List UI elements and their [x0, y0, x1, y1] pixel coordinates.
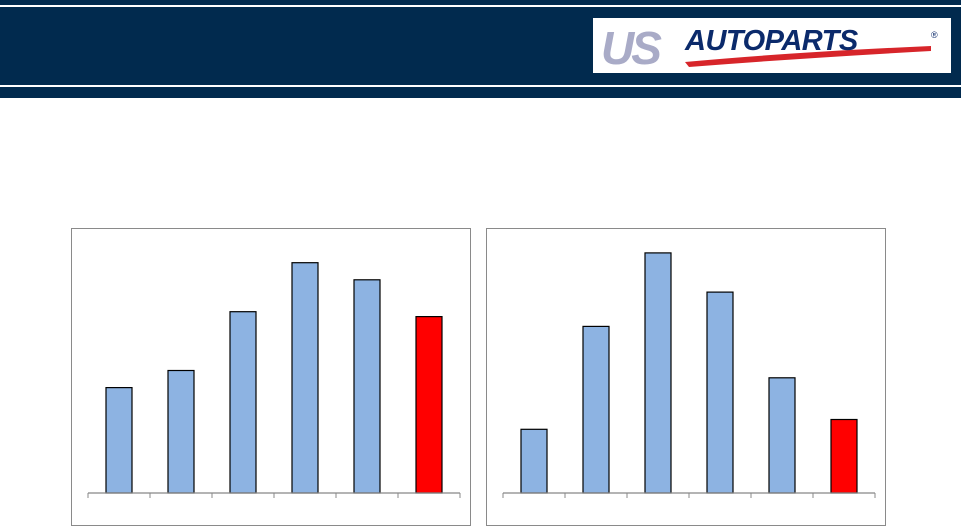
chart-panel-right [486, 228, 886, 526]
logo-registered-mark: ® [931, 30, 938, 40]
bar-6-highlight [415, 315, 443, 494]
header-divider-top [0, 5, 961, 7]
bar-4 [706, 291, 734, 494]
bar-1 [520, 428, 548, 494]
bar-2 [582, 325, 610, 494]
logo-autoparts-text: AUTOPARTS [684, 25, 859, 57]
logo-us-text: US [601, 22, 662, 73]
logo-swoosh [685, 46, 931, 67]
bar-3 [229, 311, 257, 494]
bar-3 [644, 252, 672, 494]
bar-4 [291, 262, 319, 494]
chart-panel-left [71, 228, 471, 526]
bar-5 [768, 377, 796, 494]
bar-chart-left [87, 262, 461, 498]
header-divider-bottom [0, 85, 961, 87]
bar-5 [353, 279, 381, 494]
logo-graphic: US AUTOPARTS ® [601, 22, 938, 73]
bar-chart-right [502, 252, 876, 498]
company-logo: US AUTOPARTS ® [593, 18, 951, 73]
bar-6-highlight [830, 418, 858, 494]
header-banner: US AUTOPARTS ® [0, 0, 961, 98]
bar-2 [167, 369, 195, 494]
bar-1 [105, 387, 133, 494]
